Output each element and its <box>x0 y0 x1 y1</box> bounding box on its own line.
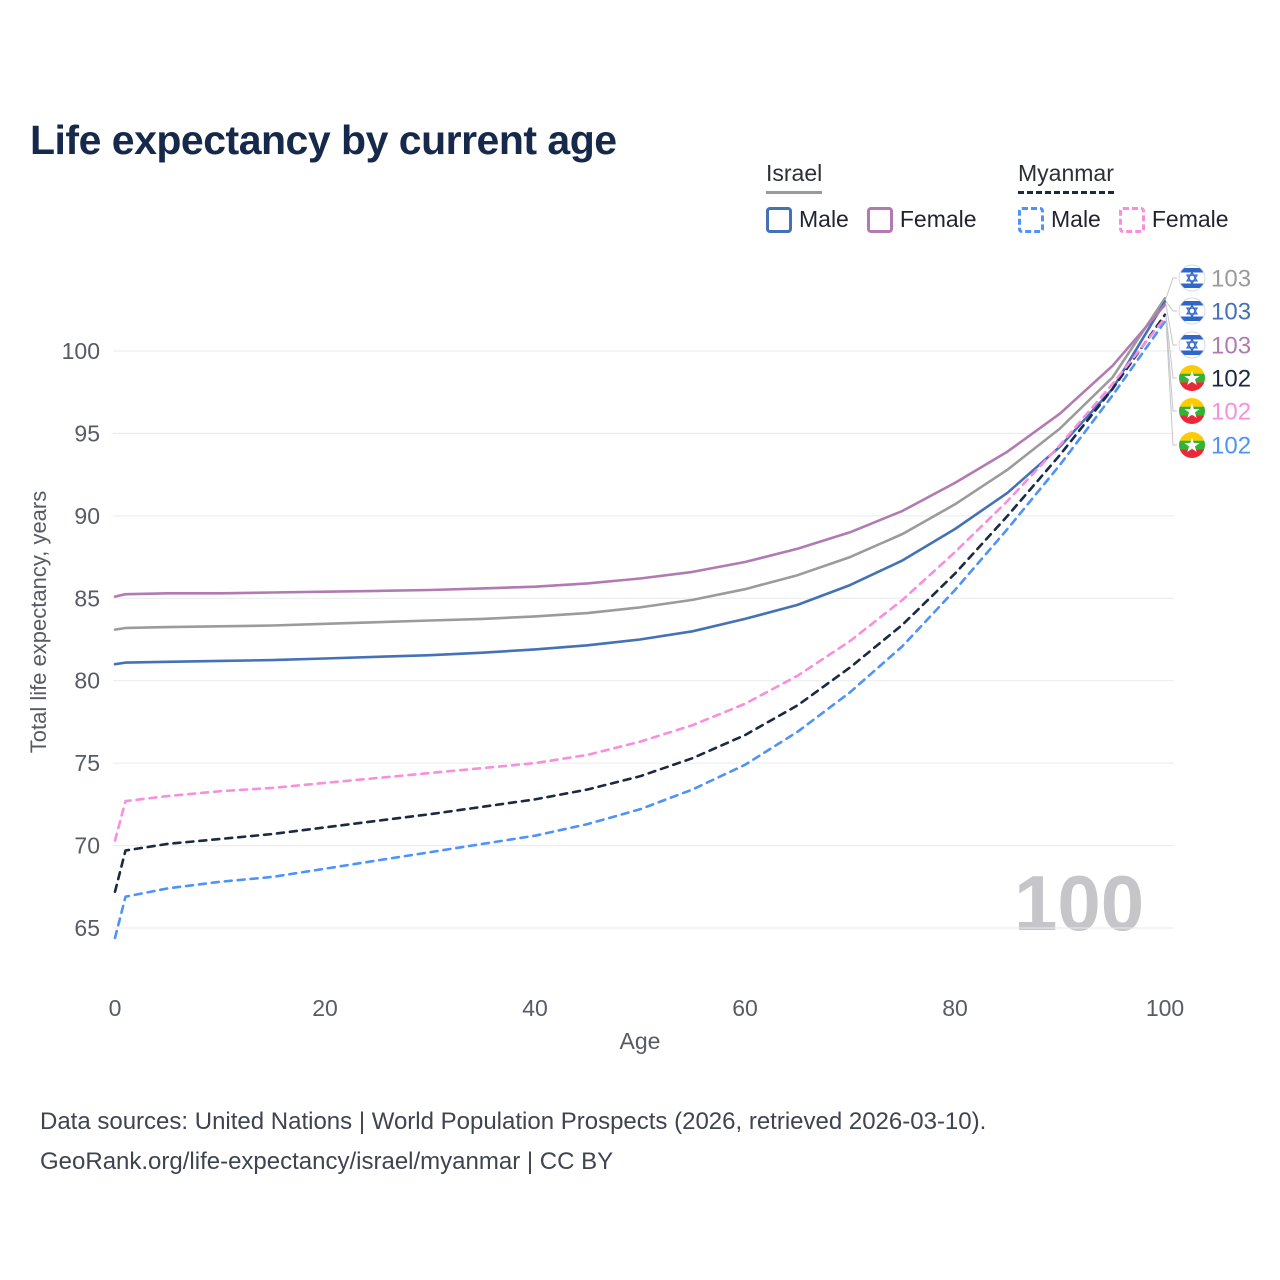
end-label-leader-line <box>1165 317 1177 412</box>
series-line-israel-total[interactable] <box>113 296 1167 631</box>
end-label-value-israel-male: 103 <box>1211 299 1251 326</box>
series-line-myanmar-female[interactable] <box>113 316 1167 842</box>
legend-item-label: Male <box>1051 206 1101 232</box>
end-label-value-israel-female: 103 <box>1211 333 1251 360</box>
legend-item-label: Female <box>1151 206 1229 232</box>
y-tick-label: 85 <box>74 585 100 611</box>
legend-item-israel-female[interactable]: Female <box>866 206 977 233</box>
myanmar-flag-icon <box>1179 398 1205 424</box>
myanmar-flag-icon <box>1179 432 1205 458</box>
y-tick-label: 95 <box>74 420 100 446</box>
israel-flag-icon <box>1179 298 1205 324</box>
end-label-leader-line <box>1165 277 1177 299</box>
x-axis-title: Age <box>620 1028 661 1054</box>
legend-item-myanmar-male[interactable]: Male <box>1018 206 1101 233</box>
series-line-israel-female[interactable] <box>113 303 1167 598</box>
legend-group-israel: Israel Male Female <box>766 160 977 233</box>
end-label-leader-line <box>1165 314 1177 379</box>
israel-flag-icon <box>1179 332 1205 358</box>
x-tick-label: 0 <box>109 995 122 1021</box>
series-line-israel-male[interactable] <box>113 300 1167 666</box>
series-line-myanmar-total[interactable] <box>113 313 1167 893</box>
myanmar-female-swatch-icon <box>1118 206 1145 233</box>
y-tick-label: 70 <box>74 833 100 859</box>
y-tick-label: 75 <box>74 750 100 776</box>
legend-group-myanmar-label: Myanmar <box>1018 160 1114 194</box>
end-label-leader-line <box>1165 304 1177 346</box>
y-tick-label: 65 <box>74 915 100 941</box>
page-title: Life expectancy by current age <box>30 117 617 164</box>
legend-item-label: Female <box>899 206 977 232</box>
israel-male-swatch-icon <box>766 206 792 233</box>
end-label-value-myanmar-total: 102 <box>1211 366 1251 393</box>
hover-age-watermark: 100 <box>1014 859 1145 947</box>
myanmar-male-swatch-icon <box>1018 206 1044 233</box>
y-axis-title: Total life expectancy, years <box>26 491 51 754</box>
y-tick-label: 100 <box>62 338 100 364</box>
legend-item-label: Male <box>799 206 849 232</box>
x-tick-label: 100 <box>1146 995 1184 1021</box>
x-tick-label: 60 <box>732 995 758 1021</box>
legend-item-israel-male[interactable]: Male <box>766 206 849 233</box>
end-label-value-myanmar-female: 102 <box>1211 399 1251 426</box>
footer: Data sources: United Nations | World Pop… <box>40 1102 986 1182</box>
data-sources-text: Data sources: United Nations | World Pop… <box>40 1108 987 1135</box>
legend-group-myanmar: Myanmar Male Female <box>1018 160 1229 233</box>
end-label-leader-line <box>1165 321 1177 446</box>
end-label-value-myanmar-male: 102 <box>1211 433 1251 460</box>
myanmar-flag-icon <box>1179 365 1205 391</box>
x-tick-label: 40 <box>522 995 548 1021</box>
end-label-leader-line <box>1165 301 1177 312</box>
y-tick-label: 90 <box>74 503 100 529</box>
series-line-myanmar-male[interactable] <box>113 320 1167 940</box>
legend-group-israel-label: Israel <box>766 160 823 194</box>
x-tick-label: 20 <box>312 995 338 1021</box>
israel-female-swatch-icon <box>866 206 893 233</box>
attribution-text: GeoRank.org/life-expectancy/israel/myanm… <box>40 1148 614 1175</box>
x-tick-label: 80 <box>942 995 968 1021</box>
end-label-value-israel-total: 103 <box>1211 266 1251 293</box>
israel-flag-icon <box>1179 265 1205 291</box>
y-tick-label: 80 <box>74 668 100 694</box>
legend-item-myanmar-female[interactable]: Female <box>1118 206 1229 233</box>
